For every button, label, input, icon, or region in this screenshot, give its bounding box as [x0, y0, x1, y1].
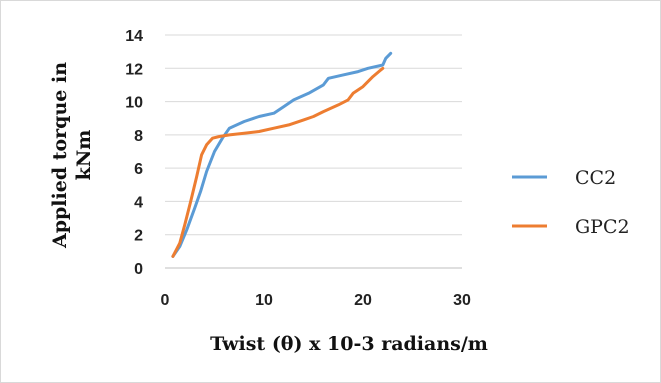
y-tick-label: 2	[134, 228, 143, 245]
y-axis-title: Applied torque in kNm	[49, 62, 95, 249]
y-tick-label: 6	[134, 161, 143, 178]
y-tick-label: 8	[134, 128, 143, 145]
y-tick-label: 0	[134, 261, 143, 278]
x-tick-label: 10	[255, 292, 273, 309]
y-tick-label: 10	[125, 95, 143, 112]
series-line-gpc2	[171, 66, 385, 258]
tick-layer: 0 2 4 6 8 10 12 14 0 10 20 30	[125, 28, 471, 309]
x-tick-label: 30	[453, 292, 471, 309]
grid-layer	[165, 34, 462, 236]
x-axis-title: Twist (θ) x 10-3 radians/m	[210, 333, 488, 355]
legend: CC2 GPC2	[512, 167, 630, 238]
y-tick-label: 14	[125, 28, 143, 45]
series-line-cc2	[171, 51, 393, 258]
series-layer	[171, 51, 393, 258]
x-tick-label: 20	[354, 292, 372, 309]
x-tick-label: 0	[161, 292, 170, 309]
y-axis-title-line1: Applied torque in	[49, 62, 71, 249]
legend-label-cc2: CC2	[575, 167, 616, 189]
y-tick-label: 12	[125, 61, 143, 78]
legend-label-gpc2: GPC2	[575, 216, 630, 238]
y-tick-label: 4	[134, 194, 143, 211]
y-axis-title-line2: kNm	[73, 130, 95, 181]
